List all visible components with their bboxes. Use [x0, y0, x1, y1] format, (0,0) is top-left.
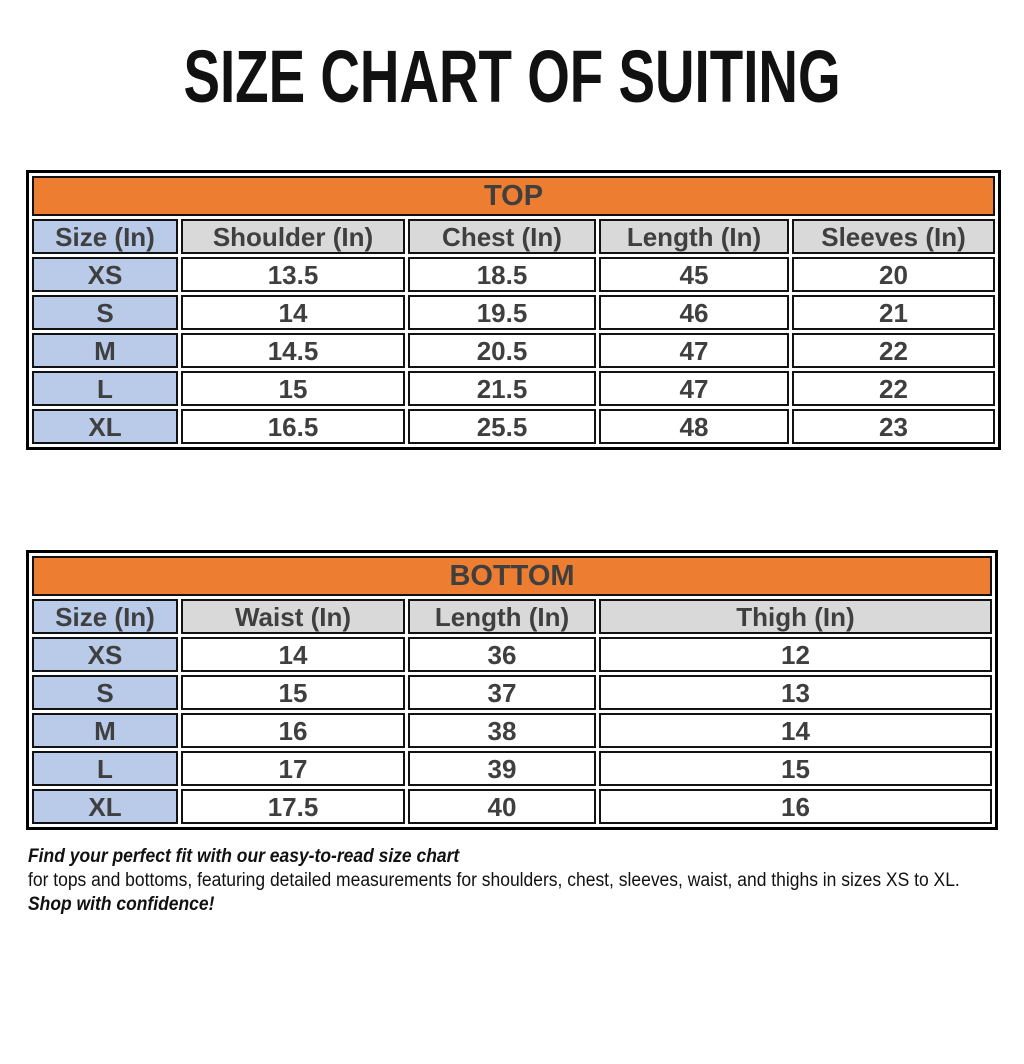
table-cell: 14 [599, 713, 992, 748]
table-cell: 16 [181, 713, 405, 748]
table-cell: 36 [408, 637, 596, 672]
size-label: XS [32, 257, 178, 292]
footer-note: Find your perfect fit with our easy-to-r… [28, 845, 1024, 917]
table-cell: 13 [599, 675, 992, 710]
table-cell: 14 [181, 637, 405, 672]
table-cell: 39 [408, 751, 596, 786]
table-cell: 16 [599, 789, 992, 824]
table-cell: 17 [181, 751, 405, 786]
bottom-table-header-row: Size (In) Waist (In) Length (In) Thigh (… [32, 599, 992, 634]
table-cell: 13.5 [181, 257, 405, 292]
table-cell: 18.5 [408, 257, 596, 292]
size-label: L [32, 751, 178, 786]
top-table-section-header: TOP [32, 176, 995, 216]
table-row: L 17 39 15 [32, 751, 992, 786]
table-cell: 21 [792, 295, 995, 330]
table-row: XL 16.5 25.5 48 23 [32, 409, 995, 444]
size-label: M [32, 333, 178, 368]
table-row: S 14 19.5 46 21 [32, 295, 995, 330]
size-label: S [32, 295, 178, 330]
top-size-table: TOP Size (In) Shoulder (In) Chest (In) L… [26, 170, 1001, 450]
table-row: M 14.5 20.5 47 22 [32, 333, 995, 368]
size-label: L [32, 371, 178, 406]
table-cell: 40 [408, 789, 596, 824]
table-cell: 47 [599, 371, 789, 406]
table-cell: 20.5 [408, 333, 596, 368]
table-cell: 15 [181, 371, 405, 406]
table-cell: 19.5 [408, 295, 596, 330]
table-row: S 15 37 13 [32, 675, 992, 710]
size-label: XL [32, 409, 178, 444]
table-cell: 17.5 [181, 789, 405, 824]
table-cell: 37 [408, 675, 596, 710]
table-cell: 45 [599, 257, 789, 292]
top-col-header-sleeves: Sleeves (In) [792, 219, 995, 254]
page: SIZE CHART OF SUITING TOP Size (In) Shou… [0, 40, 1024, 1064]
table-row: M 16 38 14 [32, 713, 992, 748]
size-label: M [32, 713, 178, 748]
bottom-col-header-size: Size (In) [32, 599, 178, 634]
top-table-section-row: TOP [32, 176, 995, 216]
top-table-header-row: Size (In) Shoulder (In) Chest (In) Lengt… [32, 219, 995, 254]
table-cell: 14 [181, 295, 405, 330]
size-label: XL [32, 789, 178, 824]
bottom-size-table: BOTTOM Size (In) Waist (In) Length (In) … [26, 550, 998, 830]
size-label: S [32, 675, 178, 710]
table-cell: 38 [408, 713, 596, 748]
table-cell: 25.5 [408, 409, 596, 444]
page-title: SIZE CHART OF SUITING [183, 35, 841, 118]
table-cell: 20 [792, 257, 995, 292]
table-cell: 22 [792, 371, 995, 406]
table-cell: 15 [599, 751, 992, 786]
table-cell: 23 [792, 409, 995, 444]
table-cell: 22 [792, 333, 995, 368]
table-row: XS 13.5 18.5 45 20 [32, 257, 995, 292]
table-cell: 14.5 [181, 333, 405, 368]
top-col-header-size: Size (In) [32, 219, 178, 254]
table-cell: 12 [599, 637, 992, 672]
table-cell: 48 [599, 409, 789, 444]
bottom-table-section-row: BOTTOM [32, 556, 992, 596]
table-row: XL 17.5 40 16 [32, 789, 992, 824]
bottom-col-header-waist: Waist (In) [181, 599, 405, 634]
top-col-header-length: Length (In) [599, 219, 789, 254]
footer-line-3: Shop with confidence! [28, 894, 215, 915]
bottom-col-header-thigh: Thigh (In) [599, 599, 992, 634]
table-cell: 15 [181, 675, 405, 710]
table-row: L 15 21.5 47 22 [32, 371, 995, 406]
table-row: XS 14 36 12 [32, 637, 992, 672]
bottom-table-section-header: BOTTOM [32, 556, 992, 596]
top-col-header-chest: Chest (In) [408, 219, 596, 254]
footer-line-1: Find your perfect fit with our easy-to-r… [28, 846, 460, 867]
size-label: XS [32, 637, 178, 672]
table-cell: 47 [599, 333, 789, 368]
table-cell: 46 [599, 295, 789, 330]
table-cell: 21.5 [408, 371, 596, 406]
bottom-col-header-length: Length (In) [408, 599, 596, 634]
top-col-header-shoulder: Shoulder (In) [181, 219, 405, 254]
table-cell: 16.5 [181, 409, 405, 444]
footer-line-2: for tops and bottoms, featuring detailed… [28, 870, 960, 891]
